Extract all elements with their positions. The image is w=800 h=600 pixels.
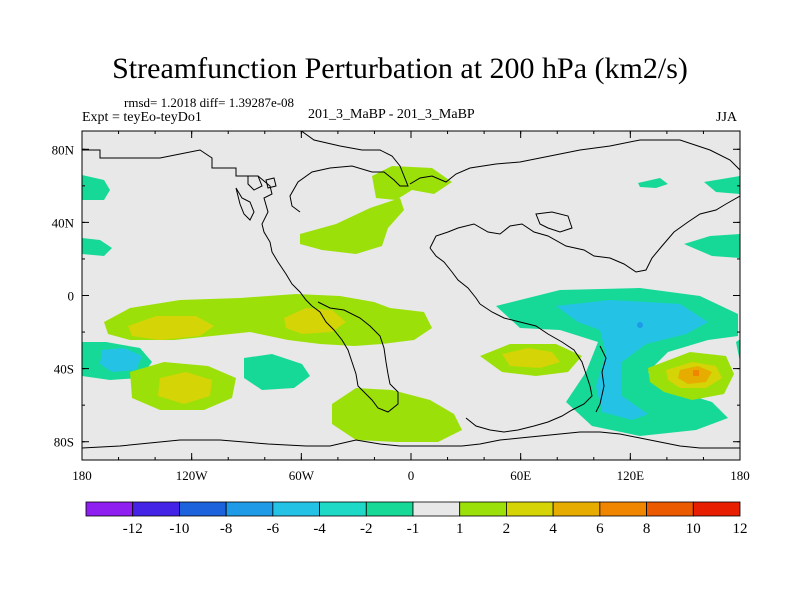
colorbar-swatch <box>319 501 367 517</box>
y-tick-label: 80N <box>52 142 75 157</box>
colorbar-label: 12 <box>733 521 748 537</box>
x-tick-label: 60W <box>289 468 315 483</box>
equatorial-pacific-negative-region <box>82 238 112 256</box>
y-tick-label: 0 <box>68 289 75 304</box>
eurasia-coastline <box>409 139 740 273</box>
asia-pacific-coastline <box>595 345 607 413</box>
colorbar-swatch <box>646 501 694 517</box>
southeast-pacific-negative-region <box>736 339 740 362</box>
europe-coastline <box>429 247 481 305</box>
colorbar-swatch <box>85 501 134 517</box>
arabia-coastline <box>535 211 573 233</box>
x-tick-label: 0 <box>408 468 415 483</box>
arctic-islands-coastline <box>247 175 277 191</box>
colorbar-swatch <box>365 501 414 517</box>
northwest-pacific-negative-region <box>684 234 740 258</box>
y-tick-label: 40S <box>54 362 74 377</box>
colorbar-swatch <box>599 501 647 517</box>
south-america-coastline <box>311 301 399 413</box>
coastlines <box>82 131 740 449</box>
colorbar-label: -10 <box>169 521 189 537</box>
x-tick-label: 120W <box>176 468 209 483</box>
colorbar-swatch <box>692 501 741 517</box>
north-atlantic-positive-region <box>300 198 404 254</box>
australia-positive-peak <box>693 370 699 376</box>
colorbar-label: -1 <box>407 521 420 537</box>
colorbar-swatch <box>179 501 227 517</box>
colorbar-swatch <box>272 501 320 517</box>
tropical-pacific-positive-core <box>128 316 214 340</box>
x-tick-label: 180 <box>730 468 750 483</box>
colorbar-label: -8 <box>220 521 233 537</box>
colorbar-label: 10 <box>686 521 701 537</box>
africa-coastline <box>465 303 593 433</box>
colorbar: -12 -10 -8 -6 -4 -2 -1 1 2 4 6 8 10 12 <box>85 501 748 537</box>
indian-ocean-negative-core <box>556 300 708 420</box>
x-tick-label: 120E <box>617 468 645 483</box>
north-america-coastline <box>82 149 313 307</box>
southwest-pacific-negative-core <box>100 348 142 372</box>
colorbar-swatch <box>506 501 554 517</box>
tropical-central-america-positive-core <box>284 308 346 334</box>
north-pacific-negative-region <box>82 175 110 200</box>
colorbar-swatch <box>225 501 274 517</box>
east-asia-negative-region <box>638 178 668 188</box>
season-label: JJA <box>716 110 738 125</box>
hudson-bay-coastline <box>235 187 255 221</box>
colorbar-label: 8 <box>643 521 651 537</box>
colorbar-label: 1 <box>456 521 464 537</box>
south-atlantic-positive-region <box>332 388 462 442</box>
colorbar-label: 6 <box>596 521 604 537</box>
x-tick-label: 60E <box>510 468 531 483</box>
southern-africa-positive-core <box>502 348 560 368</box>
colorbar-label: 2 <box>503 521 511 537</box>
south-pacific-high-lat-negative-region <box>244 354 310 390</box>
colorbar-swatch <box>552 501 601 517</box>
far-east-negative-region <box>704 176 740 194</box>
colorbar-label: -6 <box>267 521 280 537</box>
contour-fields <box>82 131 740 449</box>
chart-title: Streamfunction Perturbation at 200 hPa (… <box>112 52 688 85</box>
runs-label: 201_3_MaBP - 201_3_MaBP <box>308 107 475 122</box>
colorbar-label: -2 <box>360 521 373 537</box>
indian-ocean-negative-peak <box>637 322 643 328</box>
stats-label: rmsd= 1.2018 diff= 1.39287e-08 <box>124 95 295 110</box>
colorbar-label: 4 <box>549 521 557 537</box>
antarctica-coastline <box>82 431 740 449</box>
south-pacific-positive-core <box>158 372 212 404</box>
colorbar-label: -4 <box>313 521 326 537</box>
x-tick-label: 180 <box>72 468 92 483</box>
y-tick-label: 40N <box>52 215 75 230</box>
greenland-coastline <box>289 131 409 213</box>
colorbar-swatch <box>132 501 180 517</box>
axes: 180 120W 60W 0 60E 120E 180 80N 40N 0 40S 80S <box>52 131 750 483</box>
colorbar-swatch <box>459 501 507 517</box>
colorbar-label: -12 <box>123 521 143 537</box>
y-tick-label: 80S <box>54 435 74 450</box>
experiment-label: Expt = teyEo-teyDo1 <box>82 110 202 125</box>
colorbar-swatch <box>412 501 461 517</box>
